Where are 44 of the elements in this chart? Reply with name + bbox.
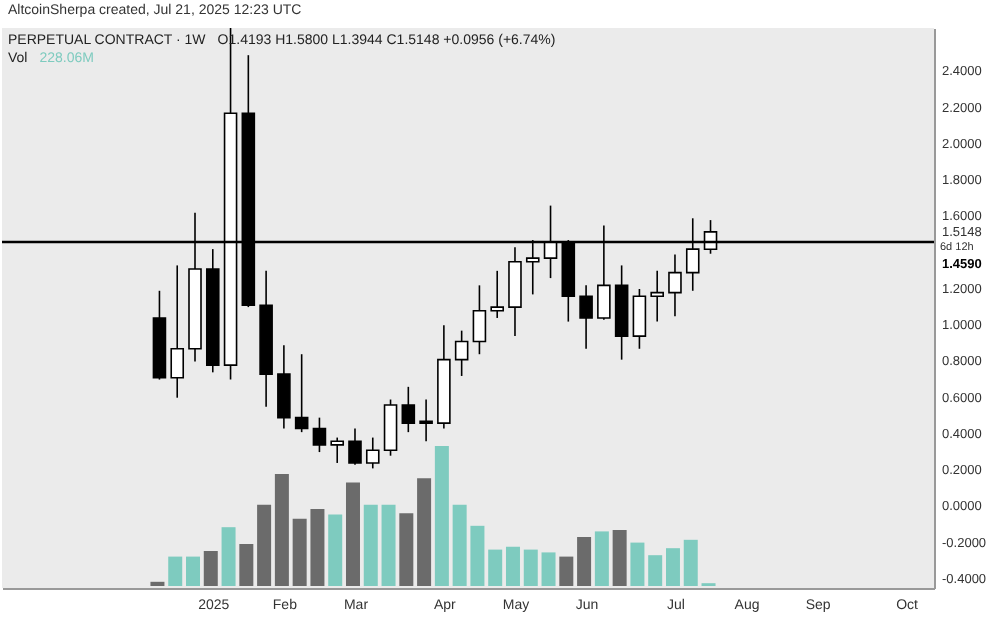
bar [683, 539, 698, 586]
candlestick [490, 270, 504, 319]
bar [541, 552, 556, 586]
bar [328, 514, 343, 586]
candlestick [277, 344, 291, 430]
bar [488, 549, 503, 586]
candlestick [579, 284, 593, 350]
bar [523, 549, 538, 586]
candlestick [401, 386, 416, 433]
bar [505, 546, 520, 586]
bar [221, 527, 236, 586]
candlestick [365, 436, 380, 470]
candlestick [632, 288, 647, 350]
bar [363, 504, 378, 586]
bar [612, 530, 627, 586]
bar [239, 544, 254, 586]
bar [594, 531, 609, 586]
bar [630, 542, 645, 586]
bar [417, 478, 432, 586]
candlestick [294, 353, 309, 433]
bar [577, 537, 592, 586]
candlestick [330, 436, 345, 464]
bar [399, 513, 414, 586]
candlestick [650, 270, 664, 323]
candlestick [348, 427, 362, 466]
bar [168, 556, 183, 586]
bar [274, 474, 289, 586]
candlestick [383, 398, 398, 457]
bar [203, 551, 218, 586]
bar [257, 504, 272, 586]
candlestick [508, 246, 522, 337]
bar [345, 482, 360, 586]
bar [186, 556, 200, 586]
candlestick [472, 284, 487, 356]
bar [381, 504, 396, 586]
bar [648, 555, 663, 586]
bar [434, 446, 449, 586]
candlestick [668, 253, 682, 317]
bar [559, 556, 574, 586]
candlestick [419, 398, 433, 442]
bar [665, 548, 680, 586]
candlestick [170, 264, 185, 399]
candlestick [312, 416, 327, 453]
candlestick [454, 329, 469, 377]
